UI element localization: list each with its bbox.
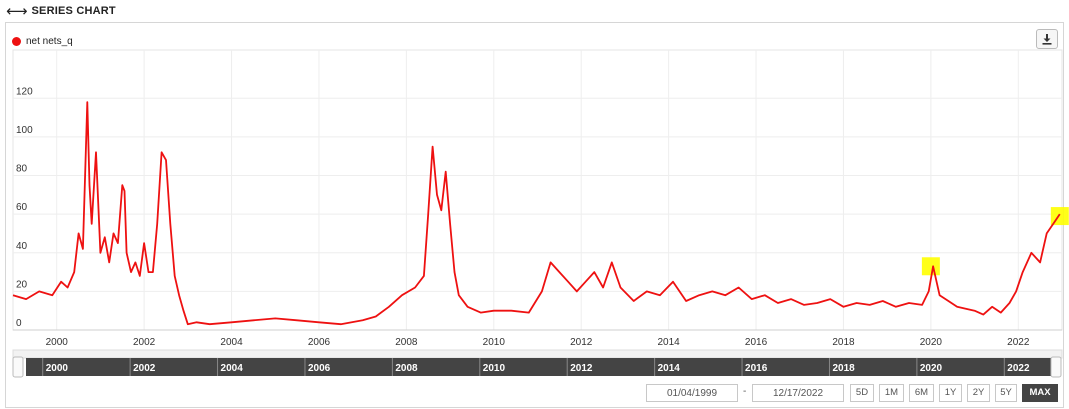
- plot-area: [12, 49, 1063, 331]
- navigator-year-label: 2004: [221, 363, 244, 374]
- x-tick-label: 2010: [483, 337, 506, 348]
- range-button-max[interactable]: MAX: [1022, 384, 1058, 402]
- navigator-year-label: 2022: [1007, 363, 1030, 374]
- chart-header: ⟷ SERIES CHART: [6, 2, 116, 20]
- legend-marker: [12, 37, 21, 46]
- horizontal-arrows-icon[interactable]: ⟷: [6, 2, 28, 20]
- range-button-5y[interactable]: 5Y: [995, 384, 1017, 402]
- navigator-year-label: 2002: [133, 363, 156, 374]
- start-date-input[interactable]: 01/04/1999: [646, 384, 738, 402]
- x-tick-label: 2012: [570, 337, 593, 348]
- range-button-1m[interactable]: 1M: [879, 384, 904, 402]
- y-tick-label: 20: [16, 279, 28, 290]
- navigator-track[interactable]: [12, 349, 1063, 359]
- x-tick-label: 2014: [658, 337, 681, 348]
- y-tick-label: 120: [16, 86, 33, 97]
- y-tick-label: 0: [16, 318, 22, 329]
- x-tick-label: 2022: [1007, 337, 1030, 348]
- download-icon: [1042, 34, 1052, 45]
- navigator-left-handle[interactable]: [12, 356, 24, 378]
- navigator-year-label: 2016: [745, 363, 768, 374]
- y-tick-label: 40: [16, 241, 28, 252]
- chart-svg[interactable]: 0 20 40 60 80 100 120 2000 2002 2004 2006 2008 2010 2…: [0, 0, 1069, 380]
- x-tick-label: 2000: [46, 337, 69, 348]
- x-tick-label: 2002: [133, 337, 156, 348]
- x-tick-label: 2018: [832, 337, 855, 348]
- navigator-year-label: 2012: [570, 363, 593, 374]
- navigator-year-label: 2008: [395, 363, 418, 374]
- chart-title: SERIES CHART: [31, 5, 116, 17]
- range-controls: 01/04/1999 - 12/17/2022 5D 1M 6M 1Y 2Y 5Y MAX: [0, 384, 1069, 404]
- navigator-year-label: 2000: [46, 363, 69, 374]
- navigator-right-handle[interactable]: [1050, 356, 1062, 378]
- navigator-year-label: 2018: [832, 363, 855, 374]
- x-tick-label: 2016: [745, 337, 768, 348]
- range-button-5d[interactable]: 5D: [850, 384, 874, 402]
- series-line-net-nets[interactable]: [12, 101, 1061, 326]
- x-tick-label: 2006: [308, 337, 331, 348]
- date-separator: -: [743, 386, 747, 397]
- x-tick-label: 2020: [920, 337, 943, 348]
- end-date-input[interactable]: 12/17/2022: [752, 384, 844, 402]
- navigator-bar[interactable]: [26, 358, 1056, 376]
- x-tick-label: 2004: [220, 337, 243, 348]
- range-button-1y[interactable]: 1Y: [939, 384, 962, 402]
- x-tick-label: 2008: [395, 337, 418, 348]
- navigator-year-label: 2014: [658, 363, 681, 374]
- navigator-year-label: 2020: [920, 363, 943, 374]
- y-tick-label: 60: [16, 202, 28, 213]
- legend-label: net nets_q: [26, 36, 73, 47]
- navigator-year-label: 2006: [308, 363, 331, 374]
- download-button[interactable]: [1036, 29, 1058, 49]
- y-tick-label: 100: [16, 125, 33, 136]
- y-tick-label: 80: [16, 164, 28, 175]
- highlight-marker[interactable]: [921, 257, 940, 276]
- range-button-2y[interactable]: 2Y: [967, 384, 990, 402]
- navigator-year-label: 2010: [483, 363, 506, 374]
- legend[interactable]: net nets_q: [12, 36, 73, 47]
- range-button-6m[interactable]: 6M: [909, 384, 934, 402]
